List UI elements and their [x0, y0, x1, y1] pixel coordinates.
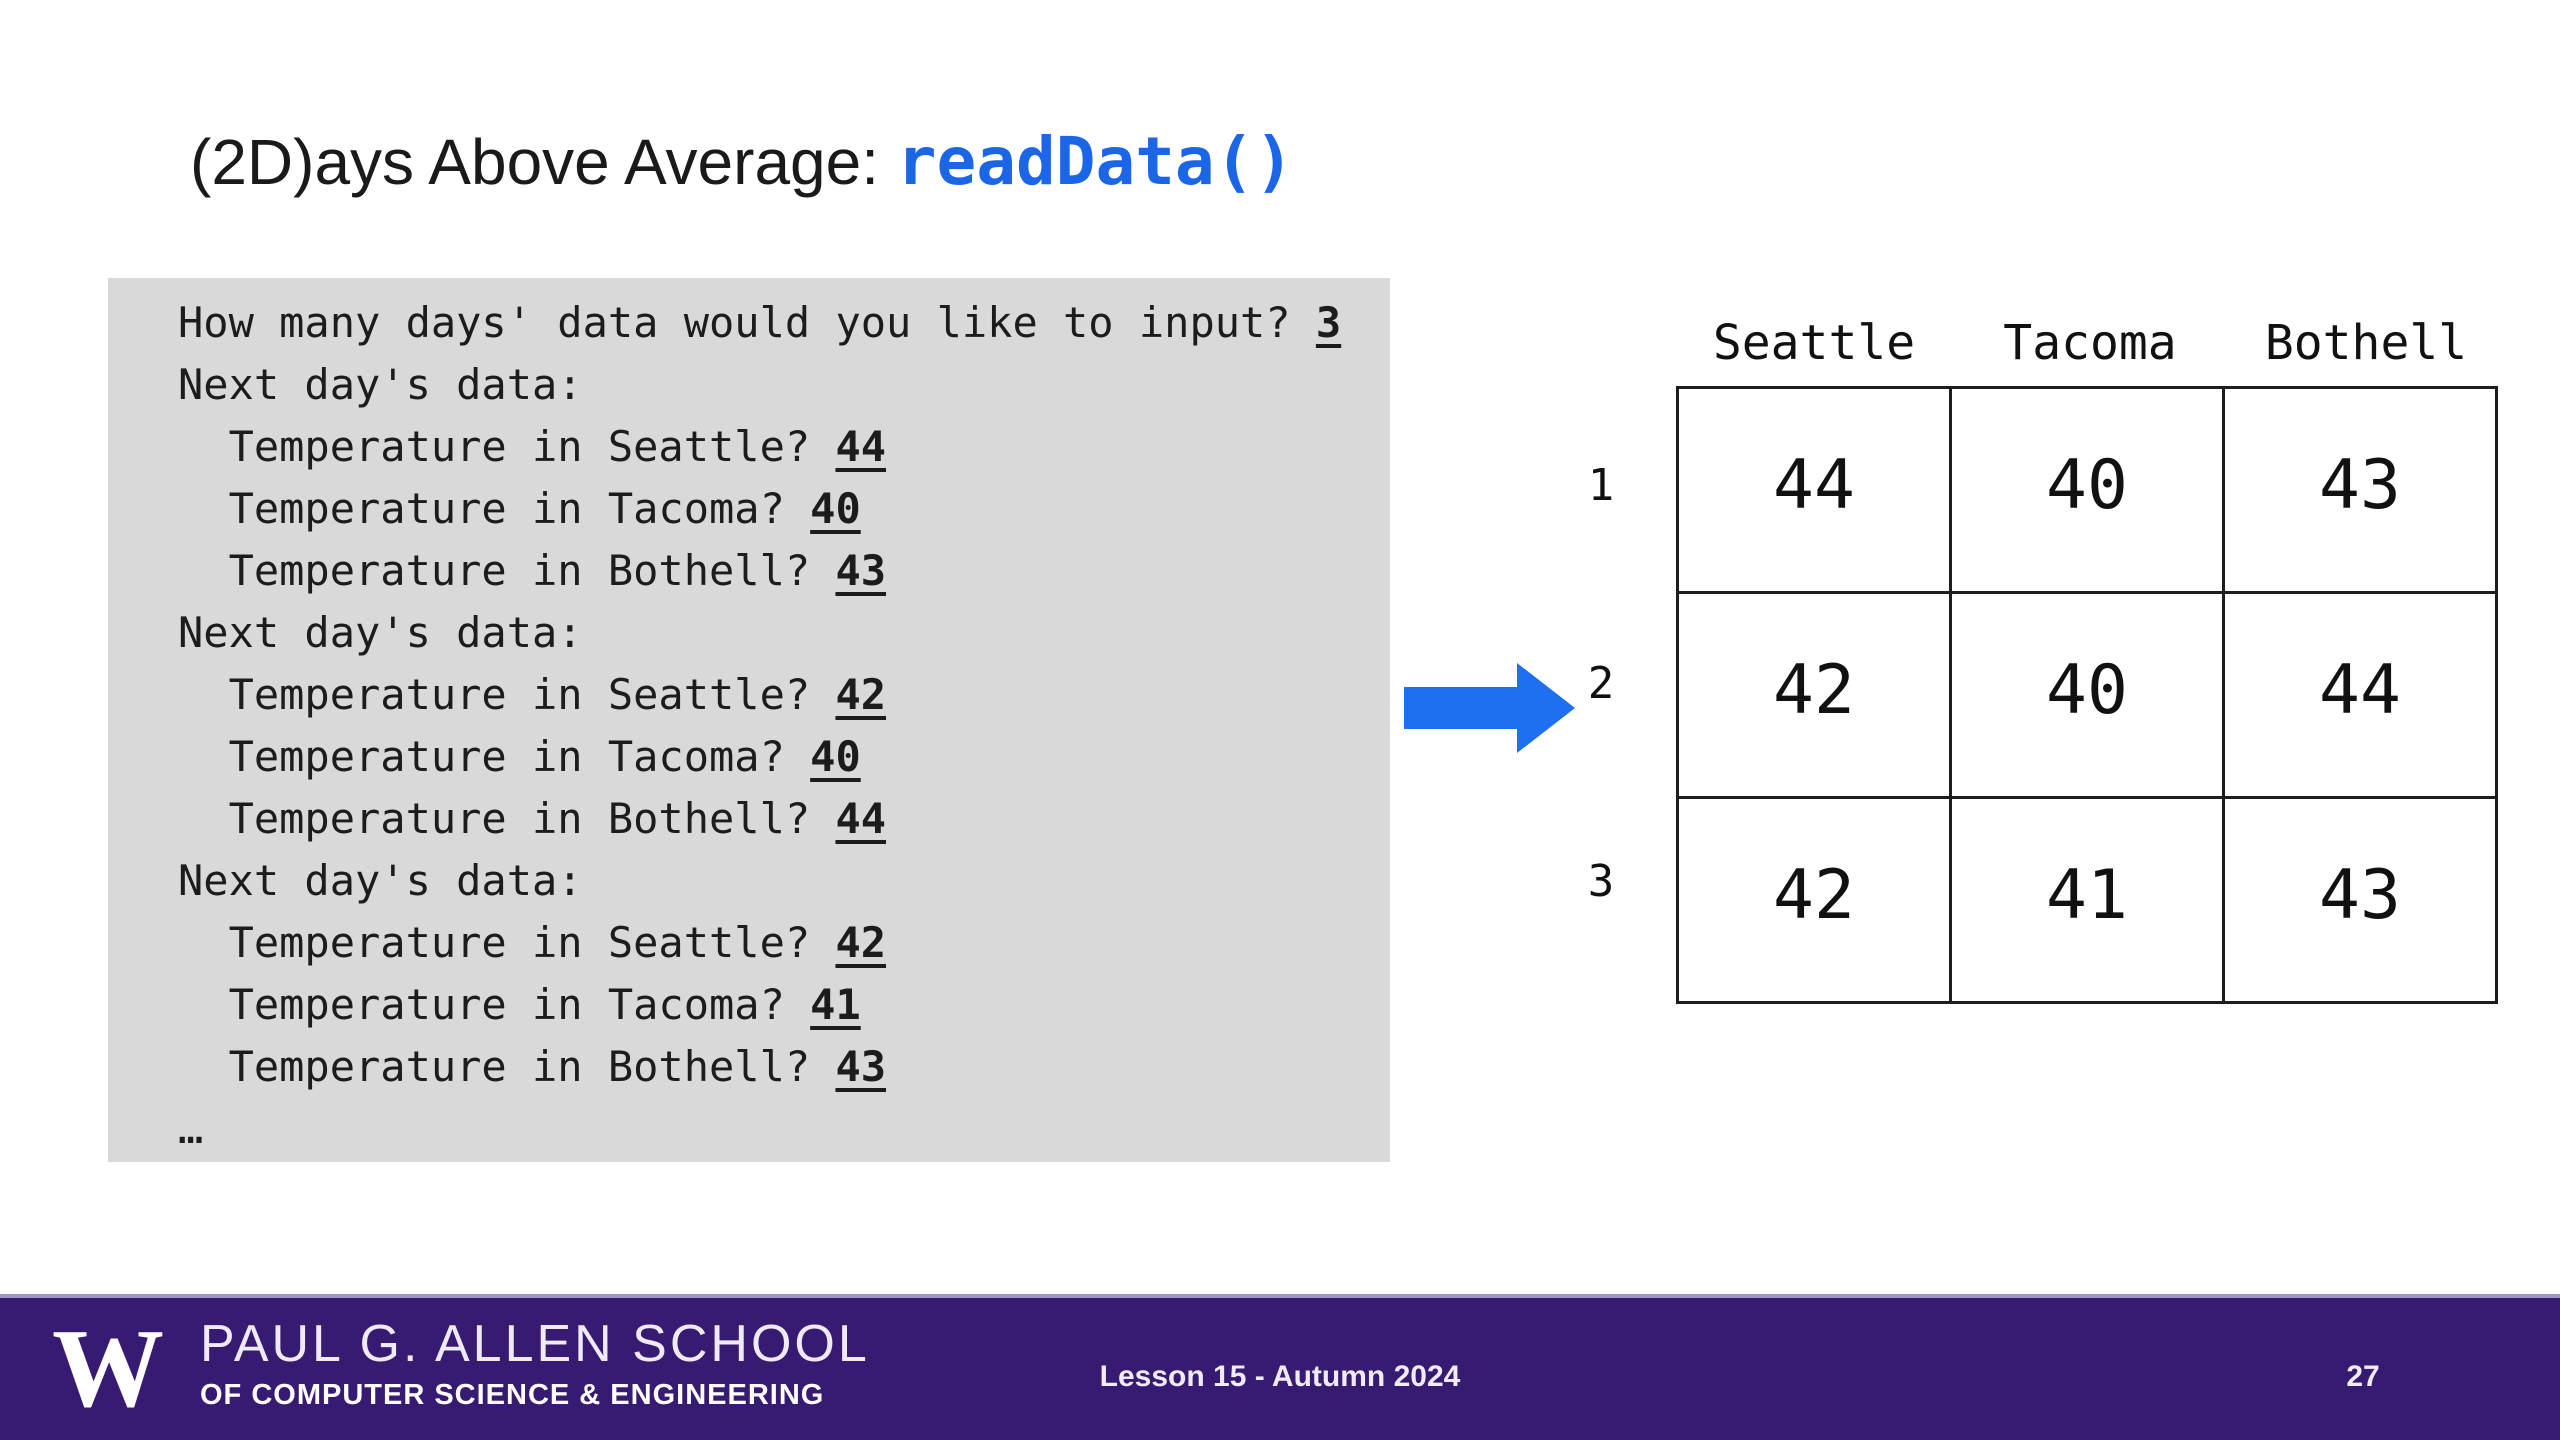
console-user-input: 40 — [810, 732, 861, 781]
console-line: Temperature in Tacoma? 40 — [178, 726, 1380, 788]
table-cell: 40 — [1949, 386, 2225, 594]
uw-logo: W — [52, 1306, 164, 1431]
console-user-input: 44 — [835, 794, 887, 843]
console-line: Temperature in Seattle? 44 — [178, 416, 1380, 478]
console-user-input: 41 — [810, 980, 861, 1029]
table-cell: 42 — [1676, 591, 1952, 799]
table-row: 44 40 43 — [1676, 386, 2498, 594]
school-name-block: PAUL G. ALLEN SCHOOL OF COMPUTER SCIENCE… — [200, 1316, 870, 1412]
console-text: Temperature in Tacoma? — [178, 484, 811, 533]
console-line: Temperature in Seattle? 42 — [178, 912, 1380, 974]
page-title-code: readData() — [896, 123, 1295, 200]
table-row-labels: 1 2 3 — [1556, 386, 1646, 980]
console-line: Next day's data: — [178, 602, 1380, 664]
column-header: Seattle — [1712, 315, 1916, 371]
console-text: Next day's data: — [178, 608, 583, 657]
page-title-text: (2D)ays Above Average: — [190, 126, 897, 198]
console-line: Temperature in Tacoma? 40 — [178, 478, 1380, 540]
console-user-input: 3 — [1315, 298, 1342, 347]
row-label: 2 — [1587, 657, 1615, 709]
console-line: Temperature in Seattle? 42 — [178, 664, 1380, 726]
console-line: Temperature in Bothell? 43 — [178, 540, 1380, 602]
console-text: Next day's data: — [178, 856, 583, 905]
footer-bar: W PAUL G. ALLEN SCHOOL OF COMPUTER SCIEN… — [0, 1294, 2560, 1440]
console-user-input: 43 — [835, 1042, 887, 1091]
console-line: Temperature in Bothell? 44 — [178, 788, 1380, 850]
console-line: Temperature in Tacoma? 41 — [178, 974, 1380, 1036]
console-text: Temperature in Tacoma? — [178, 732, 811, 781]
console-line: Temperature in Bothell? 43 — [178, 1036, 1380, 1098]
console-text: Temperature in Bothell? — [178, 546, 836, 595]
temperature-table: 44 40 43 42 40 44 42 41 43 — [1676, 386, 2498, 1004]
console-text: Temperature in Seattle? — [178, 670, 836, 719]
console-user-input: 42 — [835, 670, 887, 719]
table-cell: 44 — [2222, 591, 2498, 799]
console-line: Next day's data: — [178, 354, 1380, 416]
table-cell: 43 — [2222, 796, 2498, 1004]
console-user-input: 43 — [835, 546, 887, 595]
console-user-input: 40 — [810, 484, 861, 533]
table-cell: 41 — [1949, 796, 2225, 1004]
row-label: 3 — [1587, 855, 1615, 907]
row-label: 1 — [1587, 459, 1615, 511]
console-text: Temperature in Bothell? — [178, 1042, 836, 1091]
page-number: 27 — [2346, 1360, 2380, 1393]
console-line: How many days' data would you like to in… — [178, 292, 1380, 354]
console-output-panel: How many days' data would you like to in… — [108, 278, 1390, 1162]
school-subtitle: OF COMPUTER SCIENCE & ENGINEERING — [200, 1379, 825, 1411]
console-text: Temperature in Seattle? — [178, 422, 836, 471]
console-text: Temperature in Bothell? — [178, 794, 836, 843]
table-cell: 42 — [1676, 796, 1952, 1004]
table-cell: 40 — [1949, 591, 2225, 799]
console-user-input: 44 — [835, 422, 887, 471]
console-line: Next day's data: — [178, 850, 1380, 912]
lesson-label: Lesson 15 - Autumn 2024 — [1099, 1360, 1461, 1393]
page-title: (2D)ays Above Average: readData() — [190, 116, 1294, 208]
console-text: Temperature in Seattle? — [178, 918, 836, 967]
column-header: Bothell — [2264, 315, 2468, 371]
table-cell: 44 — [1676, 386, 1952, 594]
console-user-input: 42 — [835, 918, 887, 967]
table-row: 42 40 44 — [1676, 591, 2498, 799]
table-row: 42 41 43 — [1676, 796, 2498, 1004]
console-text: How many days' data would you like to in… — [178, 298, 1316, 347]
console-text: Temperature in Tacoma? — [178, 980, 811, 1029]
table-cell: 43 — [2222, 386, 2498, 594]
column-header: Tacoma — [2003, 315, 2177, 371]
console-line: … — [178, 1098, 1380, 1160]
console-text: … — [178, 1104, 204, 1153]
right-arrow-icon — [1404, 663, 1575, 753]
table-column-headers: Seattle Tacoma Bothell — [1676, 308, 2504, 378]
console-text: Next day's data: — [178, 360, 583, 409]
school-name: PAUL G. ALLEN SCHOOL — [200, 1315, 870, 1373]
